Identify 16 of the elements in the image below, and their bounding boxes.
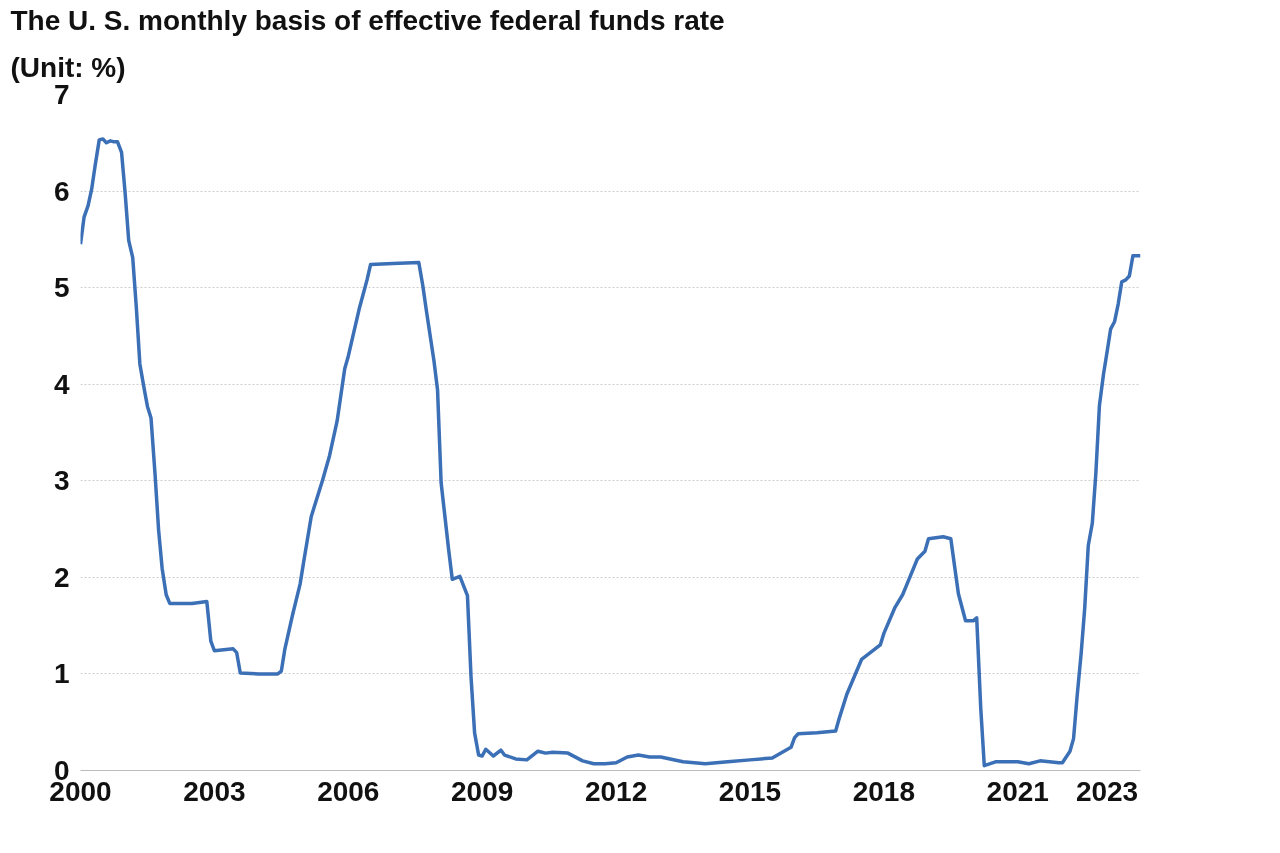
y-tick-label: 1 bbox=[53, 658, 70, 690]
y-tick-label: 6 bbox=[53, 175, 70, 207]
line-series bbox=[80, 137, 1141, 768]
x-tick-label: 2021 bbox=[986, 775, 1049, 807]
y-tick-label: 3 bbox=[53, 465, 70, 497]
x-tick-label: 2015 bbox=[718, 775, 782, 807]
y-tick-label: 4 bbox=[53, 368, 70, 400]
x-tick-label: 2009 bbox=[451, 775, 514, 807]
y-tick-label: 2 bbox=[53, 561, 70, 593]
x-tick-label: 2012 bbox=[584, 775, 648, 807]
x-tick-label: 2018 bbox=[852, 775, 916, 807]
x-tick-label: 2023 bbox=[1075, 775, 1139, 807]
chart-title: The U. S. monthly basis of effective federal funds rate bbox=[10, 4, 725, 36]
x-tick-label: 2006 bbox=[317, 775, 380, 807]
x-tick-label: 2003 bbox=[183, 775, 246, 807]
y-tick-label: 5 bbox=[53, 272, 70, 304]
